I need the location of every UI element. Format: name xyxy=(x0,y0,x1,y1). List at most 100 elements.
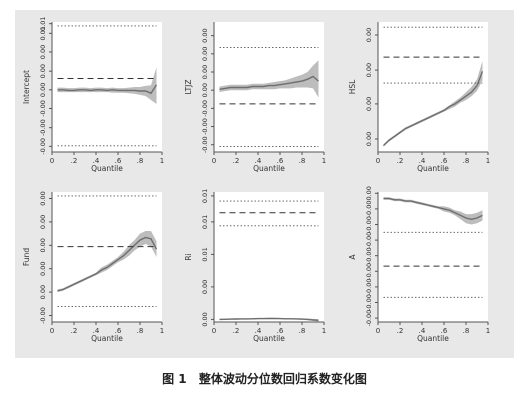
y-tick-label: -0.00 xyxy=(201,136,209,153)
plot-area xyxy=(214,192,324,322)
y-tick-label: -0.00 xyxy=(365,216,373,233)
x-tick-label: .4 xyxy=(419,157,426,165)
x-tick-label: .6 xyxy=(441,157,448,165)
x-tick-label: .6 xyxy=(277,327,284,335)
x-tick-label: .2 xyxy=(71,327,78,335)
x-tick-label: .8 xyxy=(137,157,144,165)
x-tick-label: .4 xyxy=(255,327,262,335)
x-tick-label: 1 xyxy=(322,327,326,335)
y-axis-label: A xyxy=(348,254,357,260)
confidence-band xyxy=(383,61,483,147)
coefficient-line xyxy=(219,317,319,321)
figure-caption-text: 整体波动分位数回归系数变化图 xyxy=(198,372,367,386)
y-tick-label: 0.00 xyxy=(201,280,209,294)
y-tick-label: -0.00 xyxy=(365,294,373,311)
y-tick-label: 0.00 xyxy=(201,312,209,326)
coefficient-line xyxy=(57,84,158,95)
y-tick-label: 0.01 xyxy=(201,247,209,261)
y-tick-label: 0.00 xyxy=(365,186,373,200)
x-tick-label: .8 xyxy=(299,327,306,335)
y-tick-label: 0.00 xyxy=(365,28,373,42)
y-tick-label: 0.00 xyxy=(39,238,47,252)
x-tick-label: .6 xyxy=(115,157,122,165)
x-axis-label: Quantile xyxy=(91,334,123,343)
plot-area xyxy=(52,192,162,322)
x-tick-label: 0 xyxy=(212,327,216,335)
coefficient-line xyxy=(57,236,158,292)
x-tick-label: 1 xyxy=(322,157,326,165)
x-axis-label: Quantile xyxy=(91,164,123,173)
x-tick-label: .8 xyxy=(299,157,306,165)
y-tick-label: 0.00 xyxy=(365,63,373,77)
x-tick-label: 0 xyxy=(50,157,54,165)
y-tick-label: 0.00 xyxy=(201,65,209,79)
x-tick-label: .4 xyxy=(419,327,426,335)
x-tick-label: 1 xyxy=(486,327,490,335)
y-tick-label: 0.00 xyxy=(201,47,209,61)
x-tick-label: 1 xyxy=(160,157,164,165)
y-tick-label: 0.00 xyxy=(39,191,47,205)
x-axis-label: Quantile xyxy=(253,164,285,173)
y-tick-label: 0.00 xyxy=(39,215,47,229)
x-tick-label: .2 xyxy=(71,157,78,165)
y-tick-label: 0.00 xyxy=(39,261,47,275)
chart-2: 0.2.4.6.8 1-0.00-0.00-0.000.000.000.000.0… xyxy=(184,22,326,173)
y-tick-label: -0.00 xyxy=(365,278,373,295)
chart-5: 0 .2 .4 .6 .8 1 0.00 0.00 0.01 0.01 0.01 Quantile Ri xyxy=(184,189,326,343)
y-axis-label: Intercept xyxy=(22,70,31,104)
x-tick-label: 1 xyxy=(486,157,490,165)
x-tick-label: .6 xyxy=(277,157,284,165)
y-axis-label: HSL xyxy=(348,79,357,94)
y-tick-label: 0.00 xyxy=(365,97,373,111)
y-tick-label: 0.00 xyxy=(39,83,47,97)
y-tick-label: -0.00 xyxy=(365,310,373,327)
x-tick-label: .8 xyxy=(137,327,144,335)
x-tick-label: .4 xyxy=(93,157,100,165)
chart-6: 0.2.4.6.8 1-0.00-0.00-0.00-0.00-0.00-0.00… xyxy=(348,186,490,343)
x-tick-label: .4 xyxy=(255,157,262,165)
chart-1: 0 .2 .4 .6 .8 1 -0.00 -0.00 -0.00 0.00 0.00 0.00 0.0… xyxy=(22,16,164,173)
y-tick-label: 0.01 xyxy=(39,16,47,30)
y-tick-label: 0.00 xyxy=(201,28,209,42)
plot-area xyxy=(378,22,488,152)
x-tick-label: .2 xyxy=(397,157,404,165)
y-tick-label: -0.00 xyxy=(39,100,47,117)
y-tick-label: 0.00 xyxy=(39,285,47,299)
y-axis-label: Fund xyxy=(22,248,31,266)
x-tick-label: .6 xyxy=(441,327,448,335)
coefficient-line xyxy=(383,71,484,147)
y-axis-label: LTJZ xyxy=(184,79,193,94)
x-tick-label: 0 xyxy=(212,157,216,165)
y-tick-label: 0.00 xyxy=(39,64,47,78)
x-tick-label: .2 xyxy=(397,327,404,335)
x-tick-label: 0 xyxy=(50,327,54,335)
y-tick-label: -0.00 xyxy=(365,247,373,264)
x-tick-label: .8 xyxy=(463,157,470,165)
y-tick-label: 0.00 xyxy=(39,45,47,59)
plot-area xyxy=(378,192,488,322)
x-tick-label: 1 xyxy=(160,327,164,335)
y-tick-label: 0.01 xyxy=(201,189,209,203)
y-tick-label: -0.00 xyxy=(39,119,47,136)
x-axis-label: Quantile xyxy=(417,334,449,343)
x-axis-label: Quantile xyxy=(253,334,285,343)
x-tick-label: .2 xyxy=(233,157,240,165)
y-tick-label: -0.00 xyxy=(39,138,47,155)
y-tick-label: -0.00 xyxy=(201,118,209,135)
y-tick-label: 0.00 xyxy=(201,83,209,97)
x-tick-label: .8 xyxy=(463,327,470,335)
y-axis-label: Ri xyxy=(184,253,193,260)
y-tick-label: -0.00 xyxy=(365,263,373,280)
y-tick-label: 0.01 xyxy=(39,26,47,40)
x-tick-label: .4 xyxy=(93,327,100,335)
x-tick-label: .6 xyxy=(115,327,122,335)
x-tick-label: 0 xyxy=(376,157,380,165)
chart-4: 0 .2 .4 .6 .8 1 -0.00 0.00 0.00 0.00 0.00 0.00 Quant… xyxy=(22,191,164,343)
x-axis-label: Quantile xyxy=(417,164,449,173)
y-tick-label: 0.00 xyxy=(365,132,373,146)
figure-caption-label: 图 1 xyxy=(162,372,187,386)
y-tick-label: -0.00 xyxy=(365,200,373,217)
x-tick-label: .2 xyxy=(233,327,240,335)
x-tick-label: 0 xyxy=(376,327,380,335)
